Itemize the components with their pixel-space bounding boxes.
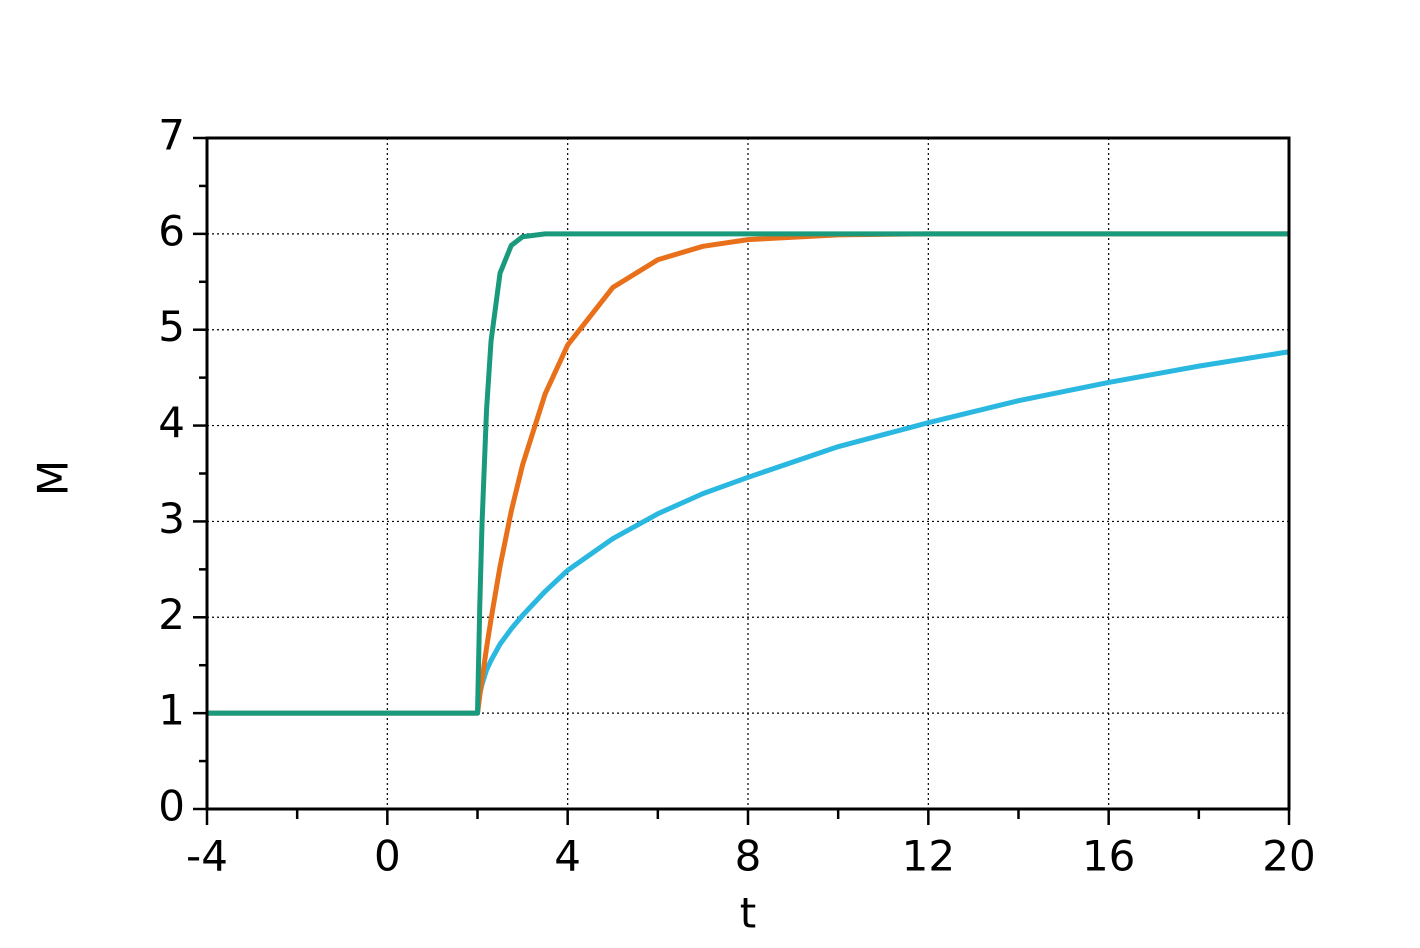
x-tick-label: 20 — [1262, 832, 1315, 881]
y-tick-label: 1 — [158, 686, 185, 735]
x-axis-label: t — [740, 889, 756, 938]
y-axis-label: M — [29, 460, 78, 496]
y-tick-label: 7 — [158, 111, 185, 160]
x-tick-label: 4 — [554, 832, 581, 881]
x-tick-label: 0 — [374, 832, 401, 881]
x-tick-label: 8 — [735, 832, 762, 881]
y-tick-label: 0 — [158, 782, 185, 831]
x-tick-label: 16 — [1082, 832, 1135, 881]
y-tick-label: 6 — [158, 206, 185, 255]
y-tick-label: 2 — [158, 590, 185, 639]
line-series — [207, 231, 1289, 716]
x-tick-label: 12 — [902, 832, 955, 881]
x-tick-label: -4 — [186, 832, 228, 881]
y-tick-label: 3 — [158, 494, 185, 543]
y-tick-label: 5 — [158, 302, 185, 351]
y-tick-label: 4 — [158, 398, 185, 447]
plot-frame — [205, 136, 1291, 811]
